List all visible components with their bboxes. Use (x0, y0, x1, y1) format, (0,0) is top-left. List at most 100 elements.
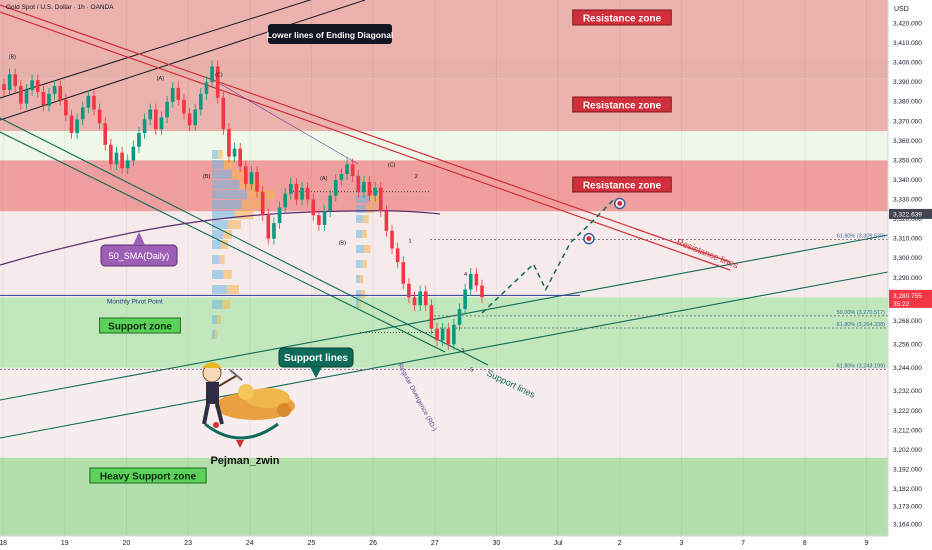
volume-bar (235, 210, 254, 219)
zone-band (0, 78, 888, 132)
candle-body (255, 172, 259, 192)
wave-label: (A) (157, 76, 165, 82)
wave-label: (B) (203, 174, 211, 180)
volume-bar (212, 315, 217, 324)
price-axis (888, 0, 932, 550)
volume-bar (361, 290, 365, 298)
candle-body (294, 183, 299, 200)
volume-bar (356, 245, 364, 253)
time-tick: 9 (864, 540, 868, 547)
ending-diagonal-label: Lower lines of Ending Diagonal (267, 30, 394, 40)
time-tick: 30 (493, 540, 501, 547)
volume-bar (218, 150, 223, 159)
candle-body (7, 74, 12, 90)
volume-bar (356, 300, 359, 308)
volume-bar (212, 285, 227, 294)
support-lines-callout: Support lines (278, 347, 354, 378)
zone-label: Heavy Support zone (100, 472, 197, 483)
candle-body (435, 328, 439, 341)
candle-body (170, 88, 175, 102)
candle-body (283, 193, 287, 208)
candle-body (260, 191, 265, 216)
volume-bar (232, 170, 248, 179)
volume-bar (212, 330, 215, 339)
price-tick: 3,202.000 (893, 447, 922, 454)
candle-body (80, 107, 85, 120)
fib-label: 61.80% (3,243.199) (837, 363, 885, 369)
candle-body (407, 283, 411, 298)
sma-label: 50_SMA(Daily) (109, 251, 170, 261)
volume-bar (366, 205, 374, 213)
fib-label: 50.00% (3,270.517) (837, 310, 885, 316)
candle-body (390, 230, 394, 249)
price-tick: 3,300.000 (893, 255, 922, 262)
volume-bar (356, 195, 369, 203)
candle-body (109, 144, 113, 165)
candle-body (13, 74, 18, 87)
time-axis (0, 536, 932, 550)
zone-label-box (572, 9, 672, 26)
candle-body (69, 115, 74, 134)
candle-body (401, 262, 406, 284)
time-tick: Jul (554, 540, 563, 547)
candle-body (19, 86, 23, 104)
candle-body (367, 181, 372, 196)
price-tick: 3,164.000 (893, 521, 922, 528)
price-tick: 3,212.000 (893, 427, 922, 434)
current-price-tag (889, 289, 932, 308)
zone-band (0, 0, 888, 79)
candle-body (52, 86, 57, 94)
candle-body (289, 183, 293, 194)
candle-body (120, 152, 124, 169)
time-tick: 25 (308, 540, 316, 547)
wave-label: 2 (415, 174, 418, 180)
candle-body (97, 109, 102, 124)
candle-body (103, 123, 108, 145)
time-tick: 8 (803, 540, 807, 547)
candle-body (125, 160, 130, 169)
time-tick: 24 (246, 540, 254, 547)
candle-body (373, 187, 377, 196)
volume-bar (224, 160, 234, 169)
projection (481, 197, 626, 314)
countdown-value: 35:22 (893, 301, 910, 308)
wave-label: (C) (215, 72, 223, 78)
light-band (0, 367, 888, 458)
candle-body (277, 207, 282, 224)
wave-label: (B) (339, 241, 347, 247)
candle-body (350, 164, 355, 177)
price-tick: 3,244.000 (893, 365, 922, 372)
volume-bar (356, 290, 361, 298)
candle-body (480, 285, 484, 298)
volume-bar (219, 255, 225, 264)
candle-body (412, 297, 417, 306)
wave-label: 1 (409, 239, 412, 245)
candle-body (423, 291, 428, 306)
candle-body (333, 179, 338, 196)
wave-label: (B) (9, 55, 17, 61)
candle-body (176, 88, 181, 100)
volume-bar (221, 240, 229, 249)
volume-bar (212, 270, 223, 279)
volume-bar (212, 255, 219, 264)
candle-body (440, 328, 445, 341)
volume-bar (227, 285, 239, 294)
candle-body (187, 113, 192, 126)
zone-label: Resistance zone (583, 14, 662, 25)
target-icon-dot (617, 200, 623, 206)
price-tick: 3,320.000 (893, 216, 922, 223)
volume-bar (362, 260, 367, 268)
fib-label: 61.80% (3,264.338) (837, 322, 885, 328)
candle-body (30, 80, 34, 90)
time-tick: 27 (431, 540, 439, 547)
price-tick: 3,192.000 (893, 466, 922, 473)
volume-bar (228, 220, 241, 229)
zone-labels: Resistance zone Resistance zone Resistance… (89, 9, 672, 484)
ending-diagonal-callout: Lower lines of Ending Diagonal (267, 24, 394, 44)
candle-body (266, 215, 271, 239)
time-tick: 7 (741, 540, 745, 547)
volume-bar (212, 220, 228, 229)
price-tick: 3,380.000 (893, 99, 922, 106)
